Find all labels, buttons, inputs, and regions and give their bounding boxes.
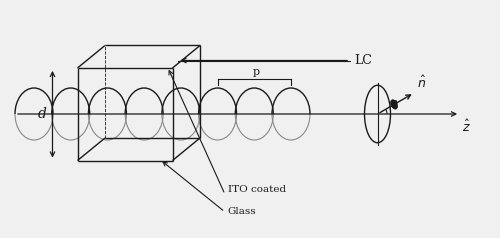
Text: $\hat{n}$: $\hat{n}$	[417, 75, 426, 91]
Text: ITO coated: ITO coated	[228, 185, 286, 194]
Text: d: d	[38, 107, 46, 121]
Text: $\theta$: $\theta$	[390, 99, 398, 110]
Text: LC: LC	[354, 54, 372, 67]
Text: p: p	[252, 67, 260, 77]
Ellipse shape	[390, 100, 398, 109]
Text: $\hat{z}$: $\hat{z}$	[462, 119, 471, 134]
Text: Glass: Glass	[228, 207, 256, 216]
